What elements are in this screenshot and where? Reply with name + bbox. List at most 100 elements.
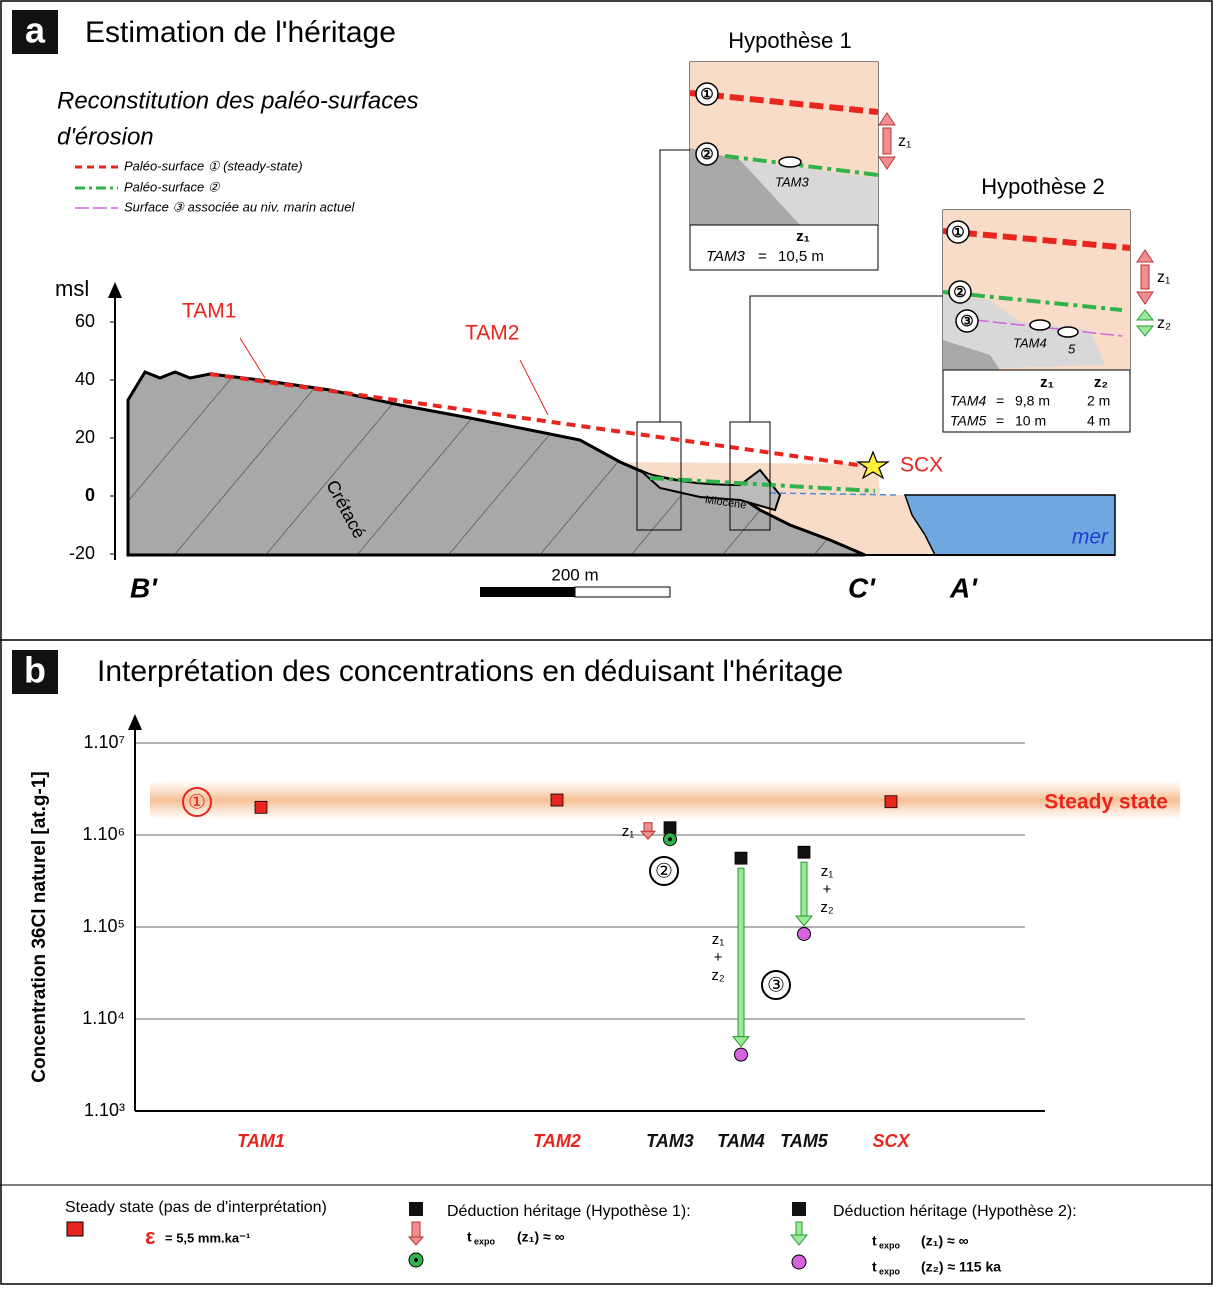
x-tick-label: TAM3	[646, 1131, 694, 1151]
x-tick-label: TAM5	[780, 1131, 829, 1151]
hypothesis-2	[942, 209, 1155, 433]
badge	[761, 970, 791, 1000]
legend-label: Paléo-surface ① (steady-state)	[124, 158, 303, 173]
arrow	[795, 1221, 803, 1236]
subtitle: Reconstitution des paléo-surfaces	[57, 87, 419, 114]
panel-letter: b	[24, 650, 46, 691]
legend-swatch	[791, 1254, 807, 1270]
marker	[254, 800, 268, 814]
scale-bar	[574, 586, 671, 598]
y-tick-label: 20	[75, 427, 95, 447]
arrow	[1140, 264, 1150, 290]
axis-label: msl	[55, 276, 89, 301]
legend-text: expo	[474, 1236, 496, 1246]
arrow	[643, 822, 653, 832]
table-cell: =	[996, 393, 1004, 409]
z-label: z₂	[1157, 315, 1171, 332]
miocene	[639, 468, 782, 512]
cross-section	[108, 149, 1116, 598]
box-title: Hypothèse 2	[981, 174, 1105, 199]
y-tick-label: 1.10³	[84, 1100, 125, 1120]
panel-letter-bg	[12, 650, 58, 694]
sample-label: SCX	[900, 454, 943, 477]
annotation: +	[714, 949, 723, 966]
section-end: B'	[130, 572, 158, 603]
legend-label: Surface ③ associée au niv. marin actuel	[124, 199, 355, 214]
arrow	[789, 1234, 809, 1246]
legend-text: t	[872, 1259, 877, 1275]
sample-label: 5	[1068, 341, 1076, 356]
y-axis-label: Concentration 36Cl naturel [at.g-1]	[29, 771, 50, 1082]
table-cell: 4 m	[1087, 413, 1110, 429]
arrow	[1136, 249, 1154, 263]
arrow	[878, 156, 896, 170]
marker	[734, 1047, 748, 1062]
marker	[797, 845, 811, 859]
table-cell: TAM5	[950, 413, 987, 429]
annotation: +	[823, 881, 832, 898]
legend-swatch	[66, 1221, 84, 1237]
annotation: z₂	[820, 899, 834, 916]
table-cell: 9,8 m	[1015, 393, 1050, 409]
badge-label: ①	[951, 224, 964, 241]
annotation: z₁	[712, 931, 725, 948]
legend-label: Paléo-surface ②	[124, 179, 221, 194]
annotation: ②	[655, 860, 673, 882]
x-tick-label: TAM4	[717, 1131, 765, 1151]
sample-label: TAM3	[775, 174, 809, 189]
y-tick-label: 40	[75, 369, 95, 389]
badge-label: ①	[700, 86, 713, 103]
marker	[797, 926, 811, 941]
badge	[182, 787, 212, 817]
sea-label: mer	[1072, 526, 1109, 549]
arrow	[794, 915, 814, 927]
marker	[734, 851, 748, 865]
y-tick-label: -20	[69, 543, 95, 563]
z-label: z₁	[898, 133, 911, 150]
panel-letter-bg	[12, 10, 58, 54]
y-tick-label: 1.10⁵	[83, 916, 126, 936]
table-cell: =	[758, 248, 767, 265]
arrow	[1135, 309, 1155, 321]
marker	[550, 793, 564, 807]
rock	[943, 340, 1000, 370]
x-tick-label: TAM1	[237, 1131, 285, 1151]
sample	[778, 156, 802, 168]
arrow	[1135, 325, 1155, 337]
y-tick-label: 1.10⁴	[82, 1008, 125, 1028]
arrow	[411, 1221, 421, 1238]
annotation: z₁	[821, 863, 834, 880]
hypothesis-1	[689, 61, 896, 271]
arrow	[737, 867, 745, 1038]
connector	[659, 149, 690, 422]
legend-label: Déduction héritage (Hypothèse 2):	[833, 1203, 1077, 1220]
annotation: ①	[188, 791, 206, 813]
sample-label: TAM2	[465, 322, 519, 345]
paleo-surface-1	[209, 372, 866, 468]
legend-swatch	[792, 1202, 806, 1216]
marker	[663, 821, 677, 835]
scale-bar	[480, 587, 575, 597]
legend-text: (z₁) ≈ ∞	[921, 1233, 969, 1249]
circle-badge	[695, 142, 719, 166]
legend-label: Steady state (pas de d'interprétation)	[65, 1199, 327, 1216]
y-tick-label: 1.10⁶	[83, 824, 125, 844]
legend-text: (z₁) ≈ ∞	[517, 1229, 565, 1245]
panel-title: Estimation de l'héritage	[85, 16, 396, 49]
sea-level	[769, 492, 901, 496]
arrow	[882, 127, 892, 155]
scx-star	[856, 450, 890, 480]
section-end: C'	[848, 572, 876, 603]
sample-label: TAM1	[182, 300, 236, 323]
annotation: ③	[767, 974, 785, 996]
y-tick-label: 1.10⁷	[83, 732, 125, 752]
paleo-surface-2	[649, 476, 876, 493]
connector	[749, 295, 943, 422]
legend-text: = 5,5 mm.ka⁻¹	[165, 1230, 250, 1245]
legend-text: (z₂) ≈ 115 ka	[921, 1259, 1001, 1275]
y-tick-label: 0	[85, 485, 95, 505]
sample-label: TAM4	[1013, 335, 1047, 350]
z-label: z₁	[1157, 269, 1170, 286]
arrow	[800, 861, 808, 917]
